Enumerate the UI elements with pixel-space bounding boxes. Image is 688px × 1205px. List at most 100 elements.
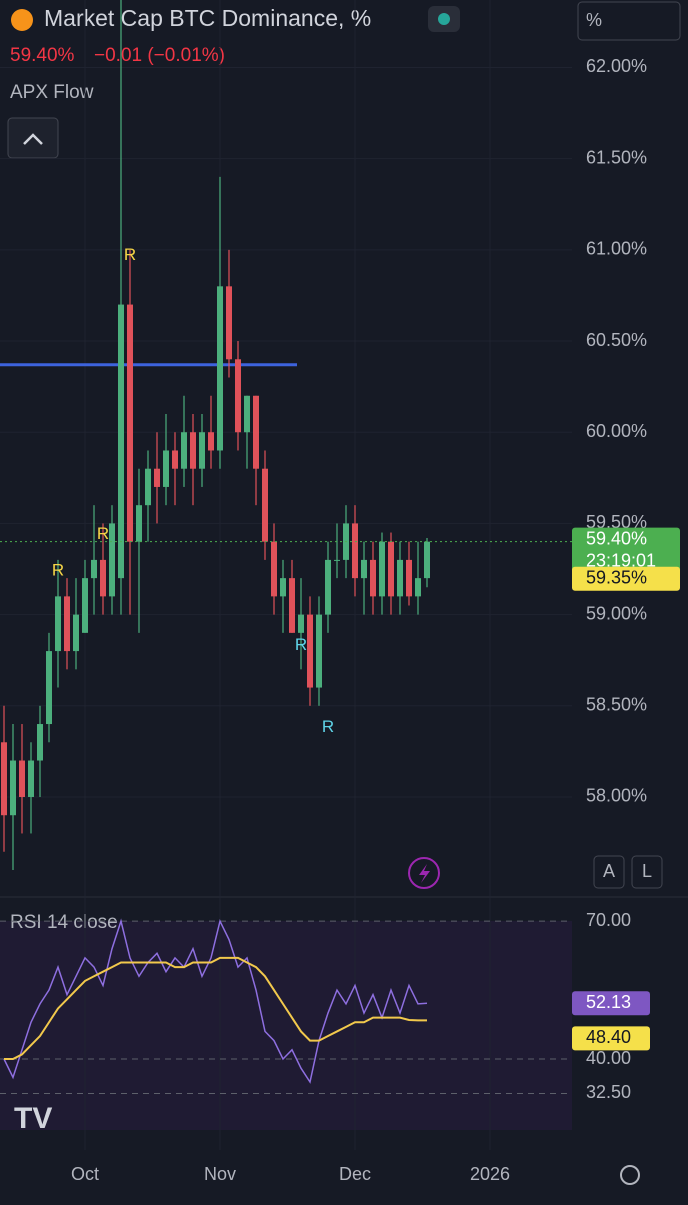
candle-body (64, 596, 70, 652)
candle-body (370, 559, 376, 597)
candle-body (334, 559, 340, 561)
y-tick-label: 58.50% (586, 695, 647, 715)
price-label-box (572, 991, 650, 1016)
price-label: 52.13 (586, 992, 631, 1012)
candle-body (280, 578, 286, 597)
candle-body (289, 578, 295, 633)
y-tick-label: 70.00 (586, 910, 631, 930)
y-tick-label: 62.00% (586, 56, 647, 76)
btc-icon (11, 9, 33, 31)
candle-body (118, 304, 124, 579)
candle-body (163, 450, 169, 487)
candle-body (10, 760, 16, 816)
signal-label: R (124, 245, 136, 264)
candle-body (388, 541, 394, 597)
indicator-name: APX Flow (10, 82, 94, 103)
candle-body (352, 523, 358, 579)
candle-body (307, 614, 313, 688)
candle-body (397, 559, 403, 597)
candle-body (325, 559, 331, 615)
candle-body (298, 614, 304, 633)
price-label-box (572, 566, 680, 591)
candle-body (1, 742, 7, 816)
signal-label: R (295, 635, 307, 654)
x-tick-label: Dec (339, 1164, 371, 1184)
price-label-box (572, 527, 680, 574)
candle-body (406, 559, 412, 597)
log-button[interactable] (631, 855, 663, 889)
candle-body (55, 596, 61, 652)
candle-body (316, 614, 322, 688)
price-label: 59.40% (586, 528, 647, 548)
rsi-line (4, 956, 427, 1061)
x-tick-label: Nov (204, 1164, 236, 1184)
log-label[interactable]: L (642, 861, 652, 881)
y-tick-label: 59.50% (586, 512, 647, 532)
candle-body (262, 468, 268, 542)
scale-button[interactable] (577, 1, 681, 41)
last-value: 59.40% (10, 45, 75, 66)
y-tick-label: 60.50% (586, 330, 647, 350)
y-tick-label: 58.00% (586, 786, 647, 806)
collapse-icon (23, 133, 43, 145)
symbol-title: Market Cap BTC Dominance, % (44, 5, 371, 31)
candle-body (271, 541, 277, 597)
signal-label: R (322, 717, 334, 736)
candle-body (73, 614, 79, 652)
x-tick-label: 2026 (470, 1164, 510, 1184)
flash-bolt (419, 864, 430, 883)
collapse-button[interactable] (7, 117, 59, 159)
candle-body (37, 724, 43, 761)
candle-body (361, 559, 367, 579)
price-label: 59.35% (586, 568, 647, 588)
auto-label[interactable]: A (603, 861, 615, 881)
change: −0.01 (−0.01%) (94, 45, 225, 66)
candle-body (109, 523, 115, 597)
settings-icon[interactable] (620, 1165, 640, 1185)
candle-body (208, 432, 214, 451)
y-tick-label: 32.50 (586, 1082, 631, 1102)
candle-body (145, 468, 151, 506)
candle-body (136, 505, 142, 542)
candle-body (235, 359, 241, 433)
candle-body (46, 651, 52, 725)
signal-label: R (52, 560, 64, 579)
candle-body (181, 432, 187, 469)
candle-body (190, 432, 196, 469)
candle-body (244, 395, 250, 433)
rsi-line (3, 918, 428, 1084)
candle-body (127, 304, 133, 542)
candle-body (154, 468, 160, 487)
candle-body (379, 541, 385, 597)
auto-button[interactable] (593, 855, 625, 889)
tv-logo: TV (14, 1102, 52, 1135)
scale-button-label[interactable]: % (586, 10, 602, 30)
y-tick-label: 40.00 (586, 1048, 631, 1068)
price-label: 48.40 (586, 1027, 631, 1047)
x-tick-label: Oct (71, 1164, 99, 1184)
y-tick-label: 61.50% (586, 147, 647, 167)
y-tick-label: 60.00% (586, 421, 647, 441)
rsi-band (0, 921, 572, 1130)
candle-body (172, 450, 178, 469)
rsi-title: RSI 14 close (10, 912, 118, 933)
candle-body (217, 286, 223, 451)
candle-body (28, 760, 34, 797)
candle-body (415, 578, 421, 597)
candle-body (91, 559, 97, 579)
y-tick-label: 61.00% (586, 239, 647, 259)
candle-body (424, 541, 430, 579)
y-tick-label: 59.00% (586, 603, 647, 623)
flash-icon[interactable] (408, 857, 440, 889)
status-dot (438, 13, 450, 25)
candle-body (100, 559, 106, 597)
candle-body (19, 760, 25, 797)
price-label-box (572, 1026, 650, 1051)
candle-body (226, 286, 232, 360)
candle-body (199, 432, 205, 469)
candle-body (82, 578, 88, 633)
candle-body (253, 395, 259, 469)
countdown: 23:19:01 (586, 550, 656, 570)
